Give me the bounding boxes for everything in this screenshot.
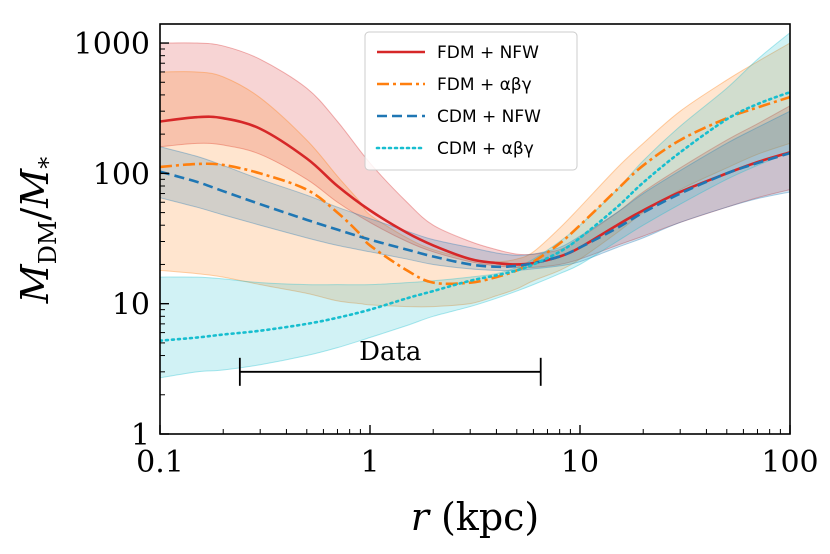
- x-tick-label: 100: [761, 445, 818, 480]
- x-axis-title: r (kpc): [411, 495, 540, 539]
- y-tick-label: 1: [131, 418, 150, 453]
- confidence-bands: [160, 32, 790, 379]
- x-tick-label: 1: [360, 445, 379, 480]
- series-lines: [160, 90, 790, 342]
- y-tick-label: 100: [93, 157, 150, 192]
- line-fdm-nfw: [160, 115, 790, 266]
- data-range-label: Data: [359, 337, 421, 367]
- x-tick-label: 0.1: [136, 445, 184, 480]
- line-cdm-abg: [160, 90, 790, 342]
- legend-label-fdm-nfw: FDM + NFW: [437, 43, 539, 63]
- line-fdm-abg: [160, 95, 790, 286]
- band-fdm-abg: [160, 42, 790, 308]
- y-tick-label: 10: [112, 288, 150, 323]
- band-fdm-nfw: [160, 42, 790, 269]
- legend-box: [364, 31, 578, 171]
- svg-text:MDM/M*: MDM/M*: [13, 157, 62, 304]
- axis-ticks: [159, 42, 791, 435]
- legend-label-fdm-abg: FDM + αβγ: [437, 75, 532, 95]
- data-range-annotation: Data: [238, 337, 542, 386]
- annotations: Data: [238, 337, 542, 386]
- y-axis-title: MDM/M*: [13, 157, 62, 304]
- plot-frame: [159, 23, 791, 435]
- band-cdm-abg: [160, 32, 790, 379]
- x-tick-label: 10: [561, 445, 599, 480]
- legend-label-cdm-nfw: CDM + NFW: [437, 107, 541, 127]
- line-cdm-nfw: [160, 151, 790, 269]
- y-tick-label: 1000: [74, 27, 150, 62]
- legend: FDM + NFW FDM + αβγ CDM + NFW CDM + αβγ: [364, 31, 578, 171]
- legend-label-cdm-abg: CDM + αβγ: [437, 139, 534, 159]
